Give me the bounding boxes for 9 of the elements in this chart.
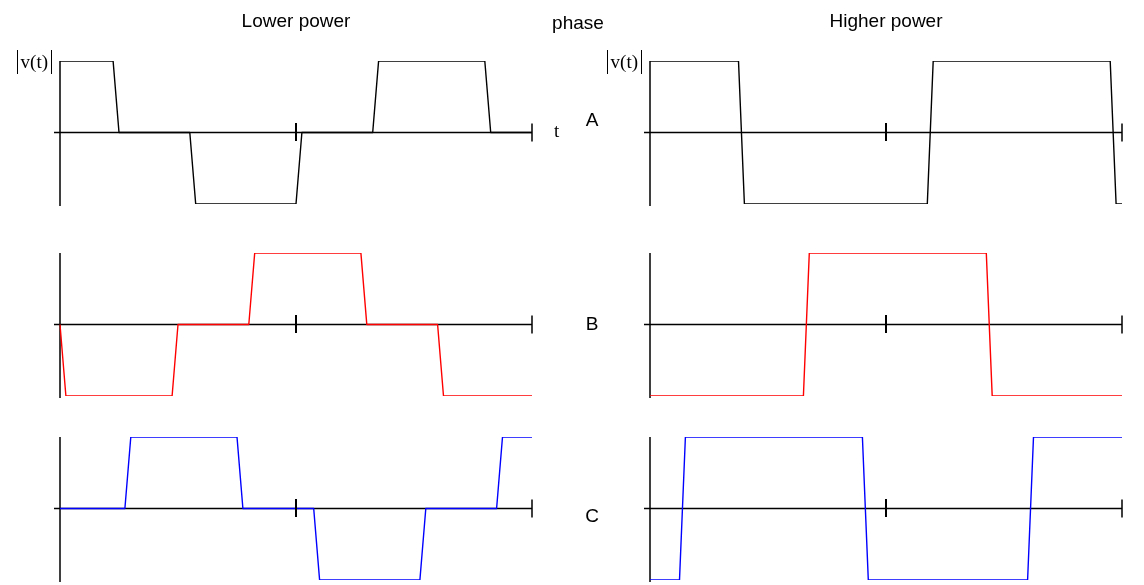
text: A <box>584 109 600 131</box>
chart-title: Lower power <box>240 10 352 32</box>
y-axis-title: v(t) <box>606 50 642 74</box>
y-axis-title: v(t) <box>16 50 52 74</box>
text: C <box>584 505 600 527</box>
text: B <box>584 313 600 335</box>
text: phase <box>551 12 605 34</box>
x-axis-title: t <box>554 120 560 142</box>
chart-title: Higher power <box>828 10 944 32</box>
